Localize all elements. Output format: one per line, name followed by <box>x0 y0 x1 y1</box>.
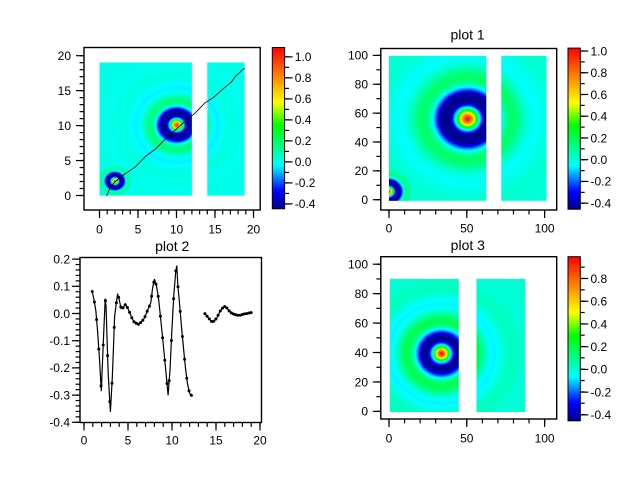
svg-text:-0.4: -0.4 <box>591 197 612 211</box>
svg-text:0.8: 0.8 <box>591 66 608 80</box>
svg-text:0: 0 <box>64 189 71 203</box>
svg-text:5: 5 <box>64 154 71 168</box>
svg-text:80: 80 <box>355 78 369 92</box>
svg-text:40: 40 <box>355 346 369 360</box>
svg-text:0: 0 <box>96 223 103 237</box>
svg-text:1.0: 1.0 <box>591 44 608 58</box>
svg-text:100: 100 <box>535 222 555 236</box>
svg-text:100: 100 <box>535 432 555 446</box>
svg-text:0.2: 0.2 <box>295 134 312 148</box>
svg-text:20: 20 <box>253 433 267 447</box>
svg-text:20: 20 <box>247 223 261 237</box>
svg-text:1.0: 1.0 <box>295 50 312 64</box>
svg-text:40: 40 <box>355 135 369 149</box>
svg-text:plot 2: plot 2 <box>155 238 189 254</box>
svg-text:0: 0 <box>386 432 393 446</box>
svg-text:0.4: 0.4 <box>295 113 312 127</box>
svg-text:10: 10 <box>165 433 179 447</box>
svg-text:0: 0 <box>81 433 88 447</box>
svg-text:-0.4: -0.4 <box>49 416 70 430</box>
svg-text:100: 100 <box>348 258 368 272</box>
svg-text:0.8: 0.8 <box>591 272 608 286</box>
svg-text:15: 15 <box>58 84 72 98</box>
svg-text:-0.2: -0.2 <box>49 361 70 375</box>
svg-text:-0.2: -0.2 <box>591 175 612 189</box>
svg-text:0.4: 0.4 <box>591 110 608 124</box>
svg-text:0.6: 0.6 <box>295 92 312 106</box>
svg-text:-0.4: -0.4 <box>591 408 612 422</box>
svg-text:-0.1: -0.1 <box>49 334 70 348</box>
svg-text:5: 5 <box>135 223 142 237</box>
svg-text:0: 0 <box>386 222 393 236</box>
svg-text:0.0: 0.0 <box>591 153 608 167</box>
svg-text:60: 60 <box>355 106 369 120</box>
svg-text:60: 60 <box>355 316 369 330</box>
svg-text:0.2: 0.2 <box>591 340 608 354</box>
svg-text:-0.4: -0.4 <box>295 197 316 211</box>
svg-text:50: 50 <box>460 222 474 236</box>
svg-text:0.6: 0.6 <box>591 88 608 102</box>
svg-text:50: 50 <box>460 432 474 446</box>
svg-text:5: 5 <box>125 433 132 447</box>
svg-text:0.0: 0.0 <box>53 307 70 321</box>
svg-text:20: 20 <box>355 164 369 178</box>
svg-text:plot 3: plot 3 <box>451 237 485 253</box>
svg-text:0.4: 0.4 <box>591 317 608 331</box>
svg-text:0: 0 <box>361 193 368 207</box>
svg-text:0.0: 0.0 <box>295 155 312 169</box>
svg-text:0.8: 0.8 <box>295 71 312 85</box>
svg-text:80: 80 <box>355 287 369 301</box>
svg-text:0.2: 0.2 <box>53 252 70 266</box>
svg-text:100: 100 <box>348 49 368 63</box>
svg-text:0.2: 0.2 <box>591 131 608 145</box>
svg-text:0: 0 <box>361 405 368 419</box>
svg-text:plot 1: plot 1 <box>450 27 484 43</box>
svg-text:-0.2: -0.2 <box>591 385 612 399</box>
svg-text:10: 10 <box>170 223 184 237</box>
svg-text:-0.2: -0.2 <box>295 176 316 190</box>
svg-text:15: 15 <box>208 223 222 237</box>
svg-text:20: 20 <box>355 375 369 389</box>
svg-text:10: 10 <box>58 119 72 133</box>
svg-text:-0.3: -0.3 <box>49 388 70 402</box>
svg-text:15: 15 <box>209 433 223 447</box>
svg-text:20: 20 <box>58 49 72 63</box>
svg-text:0.6: 0.6 <box>591 295 608 309</box>
svg-text:0.1: 0.1 <box>53 280 70 294</box>
svg-text:0.0: 0.0 <box>591 363 608 377</box>
